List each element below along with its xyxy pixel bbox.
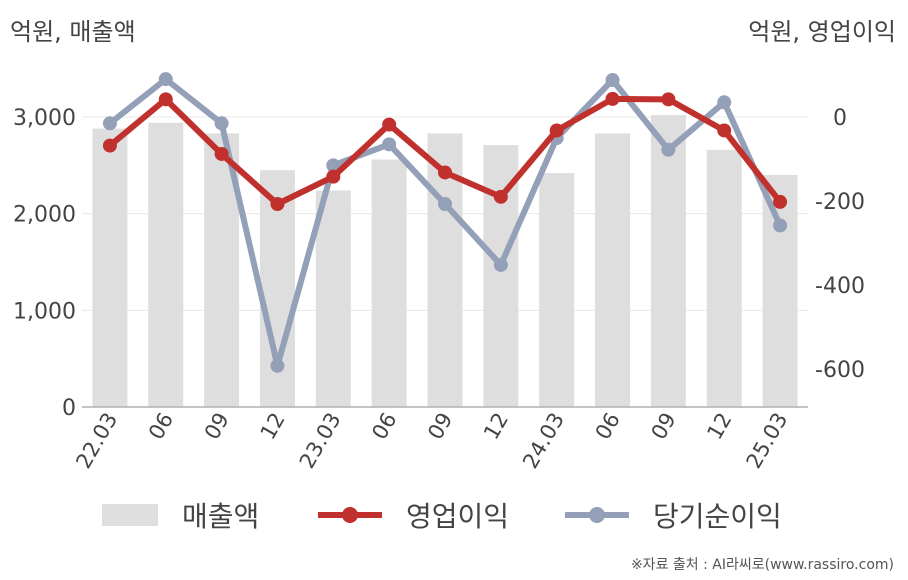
point-operating	[438, 165, 452, 180]
y-right-tick-label: -600	[815, 358, 865, 383]
legend-label-net: 당기순이익	[653, 500, 782, 533]
bar-revenue	[762, 175, 798, 407]
bar-revenue	[539, 173, 575, 407]
x-tick-label: 25.03	[742, 409, 793, 473]
point-net	[102, 116, 117, 131]
point-operating	[382, 117, 397, 132]
legend-label-revenue: 매출액	[182, 500, 260, 533]
y-right-tick-label: 0	[833, 106, 847, 131]
point-operating	[158, 92, 173, 107]
right-axis-unit: 억원, 영업이익	[748, 18, 896, 46]
y-left-tick-label: 0	[62, 396, 76, 421]
legend-item-revenue: 매출액	[102, 490, 259, 540]
x-tick-label: 06	[591, 409, 625, 444]
x-tick-label: 24.03	[518, 409, 569, 473]
point-operating	[717, 123, 732, 138]
bar-revenue	[148, 122, 184, 408]
point-net	[326, 158, 341, 173]
combo-chart: 0 1,000 2,000 3,000 0 -200 -400 -600 22.03 06 09 12…	[13, 72, 865, 473]
bar-revenue	[92, 128, 128, 407]
point-operating	[605, 91, 620, 106]
left-axis-unit: 억원, 매출액	[10, 18, 136, 46]
point-operating	[493, 189, 508, 204]
point-operating	[214, 146, 229, 161]
source-note: ※자료 출처 : AI라씨로(www.rassiro.com)	[630, 557, 894, 573]
point-operating	[326, 169, 341, 184]
x-tick-label: 12	[256, 409, 290, 444]
legend-item-net: 당기순이익	[565, 490, 782, 540]
point-operating	[773, 194, 788, 209]
point-operating	[270, 197, 285, 211]
legend-item-operating: 영업이익	[318, 490, 509, 540]
x-tick-label: 12	[479, 409, 513, 444]
y-right-tick-label: -400	[815, 274, 865, 299]
x-tick-label: 23.03	[295, 409, 346, 473]
legend-swatch-net	[565, 504, 629, 526]
point-net	[717, 95, 732, 110]
point-operating	[549, 123, 564, 138]
legend-label-operating: 영업이익	[406, 500, 510, 533]
x-tick-label: 06	[144, 409, 178, 444]
point-net	[773, 218, 788, 233]
point-net	[661, 142, 676, 157]
point-operating	[102, 138, 117, 153]
x-tick-label: 09	[423, 409, 457, 444]
x-tick-label: 12	[702, 409, 736, 444]
point-net	[605, 73, 620, 88]
x-tick-label: 09	[647, 409, 681, 444]
y-left-tick-label: 1,000	[13, 299, 76, 324]
legend-swatch-operating	[318, 504, 382, 526]
bar-revenue	[706, 149, 742, 407]
point-net	[382, 137, 397, 152]
point-net	[270, 358, 285, 373]
legend: 매출액 영업이익 당기순이익	[0, 490, 908, 540]
y-left-tick-label: 3,000	[13, 106, 76, 131]
x-tick-label: 09	[200, 409, 234, 444]
y-left-tick-label: 2,000	[13, 203, 76, 228]
point-operating	[661, 92, 676, 107]
x-tick-label: 22.03	[71, 409, 122, 473]
x-tick-label: 06	[367, 409, 401, 444]
bar-revenue	[315, 190, 351, 407]
bar-revenue	[595, 133, 631, 407]
point-net	[493, 257, 508, 272]
bar-revenue	[371, 159, 407, 407]
point-net	[214, 116, 229, 131]
bar-revenue	[650, 115, 686, 408]
point-net	[158, 72, 173, 87]
y-right-tick-label: -200	[815, 190, 865, 215]
legend-swatch-revenue	[102, 504, 158, 526]
point-net	[438, 197, 452, 211]
